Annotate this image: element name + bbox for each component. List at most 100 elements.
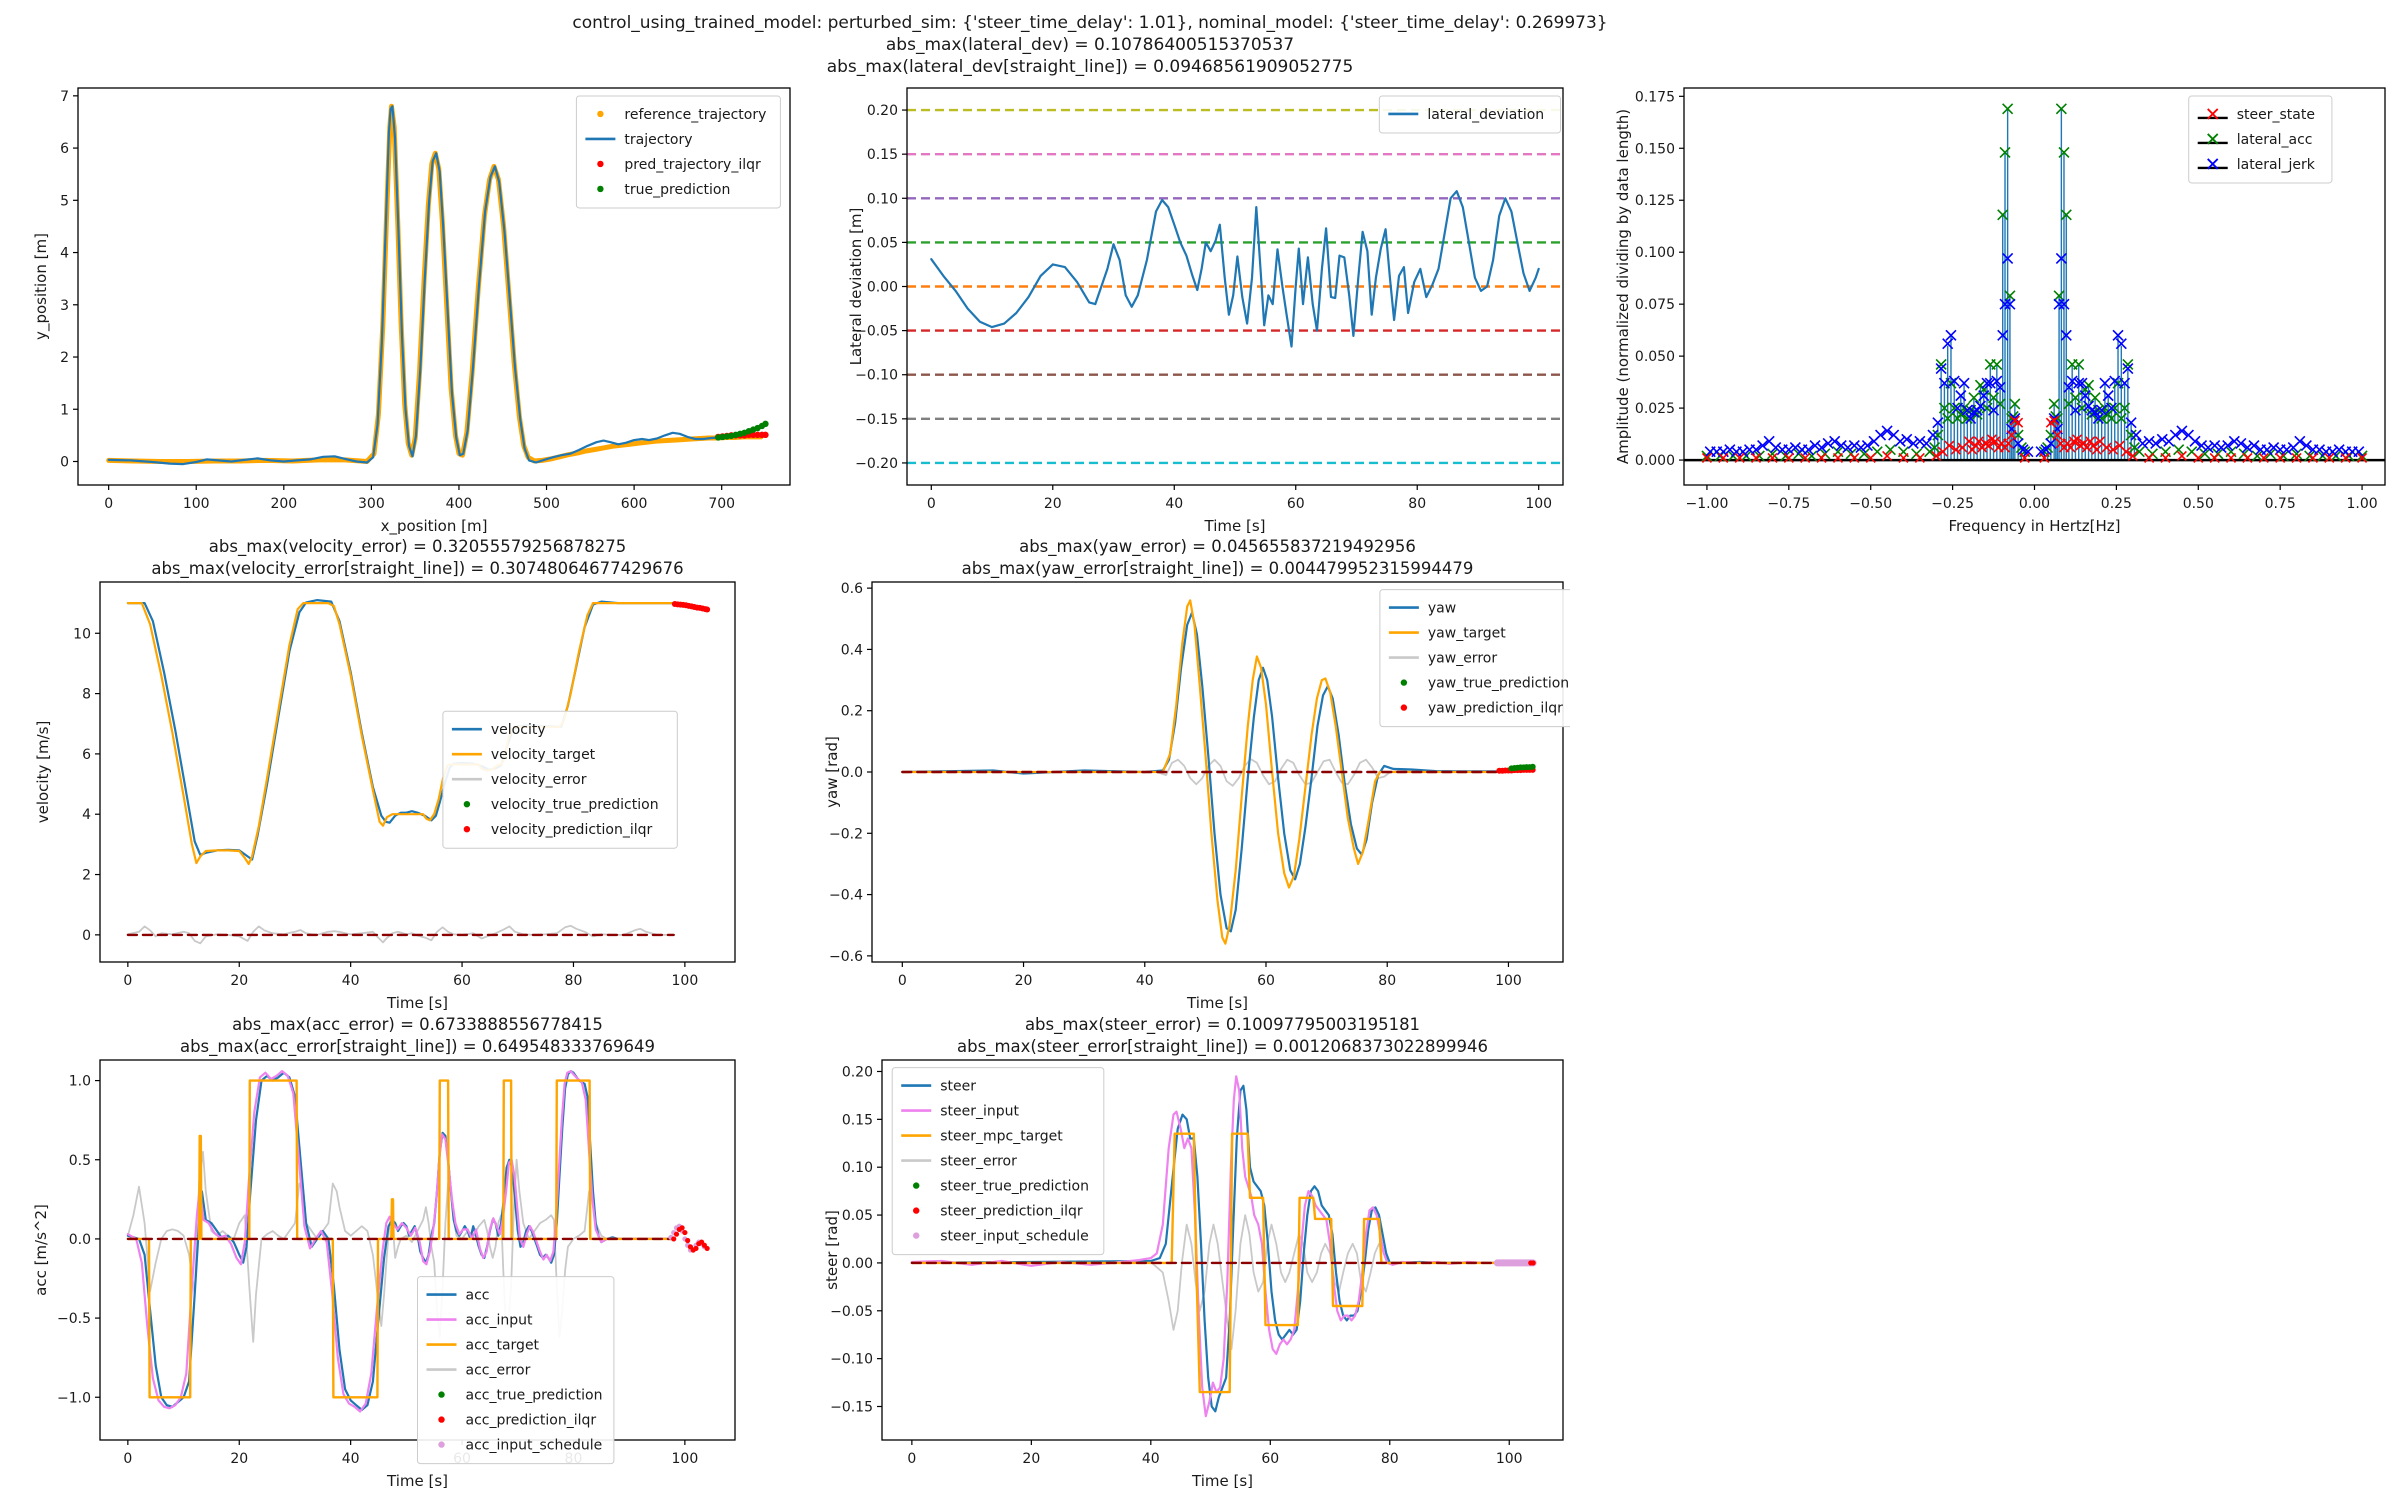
svg-text:−1.0: −1.0 (57, 1390, 91, 1406)
svg-text:0.000: 0.000 (1635, 453, 1675, 469)
svg-text:0.100: 0.100 (1635, 245, 1675, 261)
svg-text:abs_max(yaw_error[straight_lin: abs_max(yaw_error[straight_line]) = 0.00… (962, 559, 1474, 579)
svg-text:0.25: 0.25 (2101, 496, 2132, 512)
svg-text:−0.15: −0.15 (830, 1399, 873, 1415)
svg-text:0.0: 0.0 (841, 765, 863, 781)
chart-trajectory-plot: 0 100 200 300 400 500 600 700 0 1 2 3 4 5 6 7 x_position… (30, 40, 805, 545)
svg-text:0: 0 (898, 973, 907, 989)
svg-text:0.050: 0.050 (1635, 349, 1675, 365)
svg-text:0: 0 (82, 928, 91, 944)
svg-text:0.175: 0.175 (1635, 89, 1675, 105)
svg-text:0.20: 0.20 (842, 1064, 873, 1080)
svg-text:4: 4 (60, 246, 69, 262)
svg-text:3: 3 (60, 298, 69, 314)
svg-text:−0.20: −0.20 (855, 456, 898, 472)
svg-text:0: 0 (104, 496, 113, 512)
svg-text:abs_max(velocity_error[straigh: abs_max(velocity_error[straight_line]) =… (151, 559, 683, 579)
svg-text:abs_max(velocity_error) = 0.32: abs_max(velocity_error) = 0.320555792568… (209, 537, 626, 557)
figure-title-line-2: abs_max(lateral_dev) = 0.107864005153705… (885, 35, 1295, 55)
svg-text:100: 100 (672, 1451, 699, 1467)
svg-text:acc_prediction_ilqr: acc_prediction_ilqr (466, 1413, 597, 1429)
svg-text:40: 40 (1136, 973, 1154, 989)
svg-text:−0.5: −0.5 (57, 1311, 91, 1327)
svg-text:300: 300 (358, 496, 385, 512)
svg-text:0: 0 (123, 1451, 132, 1467)
svg-text:−0.50: −0.50 (1849, 496, 1892, 512)
svg-text:0: 0 (927, 496, 936, 512)
svg-text:0.125: 0.125 (1635, 193, 1675, 209)
svg-text:40: 40 (342, 973, 360, 989)
svg-text:steer_state: steer_state (2237, 107, 2315, 123)
svg-text:6: 6 (60, 141, 69, 157)
svg-text:0.6: 0.6 (841, 581, 863, 597)
svg-text:200: 200 (270, 496, 297, 512)
svg-text:Time [s]: Time [s] (1204, 517, 1266, 535)
svg-text:lateral_deviation: lateral_deviation (1427, 107, 1544, 123)
svg-text:20: 20 (1022, 1451, 1040, 1467)
svg-text:80: 80 (565, 973, 583, 989)
svg-text:1.0: 1.0 (69, 1074, 91, 1090)
chart-steer-plot: abs_max(steer_error) = 0.100977950031951… (823, 1008, 1570, 1500)
svg-text:−0.6: −0.6 (829, 949, 863, 965)
svg-text:Amplitude (normalized dividing: Amplitude (normalized dividing by data l… (1614, 109, 1632, 464)
svg-text:6: 6 (82, 747, 91, 763)
svg-text:steer [rad]: steer [rad] (825, 1210, 841, 1290)
svg-text:100: 100 (1496, 1451, 1523, 1467)
svg-text:0.50: 0.50 (2183, 496, 2214, 512)
svg-text:0.05: 0.05 (842, 1208, 873, 1224)
svg-text:0.10: 0.10 (842, 1160, 873, 1176)
svg-text:abs_max(acc_error) = 0.6733888: abs_max(acc_error) = 0.6733888556778415 (232, 1015, 603, 1035)
svg-text:100: 100 (672, 973, 699, 989)
svg-text:−0.4: −0.4 (829, 888, 863, 904)
svg-text:abs_max(acc_error[straight_lin: abs_max(acc_error[straight_line]) = 0.64… (180, 1037, 655, 1057)
svg-text:0.00: 0.00 (867, 280, 898, 296)
svg-text:40: 40 (1165, 496, 1183, 512)
svg-text:Lateral deviation [m]: Lateral deviation [m] (847, 208, 865, 366)
chart-acc-plot: abs_max(acc_error) = 0.6733888556778415 a… (30, 1008, 750, 1500)
svg-text:8: 8 (82, 687, 91, 703)
svg-text:20: 20 (230, 1451, 248, 1467)
svg-text:60: 60 (1287, 496, 1305, 512)
svg-text:yaw_true_prediction: yaw_true_prediction (1428, 676, 1569, 692)
svg-text:4: 4 (82, 807, 91, 823)
svg-text:acc_input: acc_input (466, 1313, 533, 1329)
svg-text:abs_max(steer_error) = 0.10097: abs_max(steer_error) = 0.100977950031951… (1025, 1015, 1420, 1035)
svg-text:80: 80 (1381, 1451, 1399, 1467)
svg-text:y_position [m]: y_position [m] (32, 233, 51, 340)
svg-text:100: 100 (1525, 496, 1552, 512)
svg-text:0.5: 0.5 (69, 1153, 91, 1169)
svg-text:steer: steer (940, 1079, 976, 1095)
svg-text:steer_true_prediction: steer_true_prediction (940, 1179, 1089, 1195)
svg-text:60: 60 (1261, 1451, 1279, 1467)
svg-text:0: 0 (907, 1451, 916, 1467)
svg-text:yaw [rad]: yaw [rad] (825, 736, 841, 808)
svg-text:80: 80 (1408, 496, 1426, 512)
svg-text:0.0: 0.0 (69, 1232, 91, 1248)
svg-text:velocity_true_prediction: velocity_true_prediction (491, 797, 659, 813)
chart-lateral-deviation-plot: 0 20 40 60 80 100 −0.20 −0.15 −0.10 −0.05 0.00 0.05… (845, 40, 1570, 545)
svg-text:60: 60 (1257, 973, 1275, 989)
svg-text:100: 100 (1495, 973, 1522, 989)
svg-text:0.20: 0.20 (867, 103, 898, 119)
svg-text:acc [m/s^2]: acc [m/s^2] (32, 1204, 50, 1296)
svg-text:−0.10: −0.10 (830, 1352, 873, 1368)
svg-text:0.75: 0.75 (2265, 496, 2296, 512)
svg-text:−0.75: −0.75 (1767, 496, 1810, 512)
svg-text:0.075: 0.075 (1635, 297, 1675, 313)
svg-text:steer_mpc_target: steer_mpc_target (940, 1129, 1063, 1145)
svg-text:20: 20 (1044, 496, 1062, 512)
svg-text:20: 20 (1015, 973, 1033, 989)
svg-text:Time [s]: Time [s] (386, 994, 448, 1010)
svg-text:x_position [m]: x_position [m] (381, 517, 488, 536)
svg-text:−1.00: −1.00 (1685, 496, 1728, 512)
svg-text:lateral_jerk: lateral_jerk (2237, 157, 2316, 173)
svg-text:400: 400 (446, 496, 473, 512)
svg-text:Time [s]: Time [s] (1186, 994, 1248, 1010)
chart-frequency-spectrum-plot: −1.00 −0.75 −0.50 −0.25 0.00 0.25 0.50 0.75 1.00… (1610, 40, 2395, 545)
svg-text:100: 100 (183, 496, 210, 512)
svg-text:yaw_target: yaw_target (1428, 626, 1506, 642)
svg-text:yaw_prediction_ilqr: yaw_prediction_ilqr (1428, 701, 1563, 717)
figure-title-line-1: control_using_trained_model: perturbed_s… (572, 13, 1608, 33)
svg-text:acc_error: acc_error (466, 1363, 531, 1379)
